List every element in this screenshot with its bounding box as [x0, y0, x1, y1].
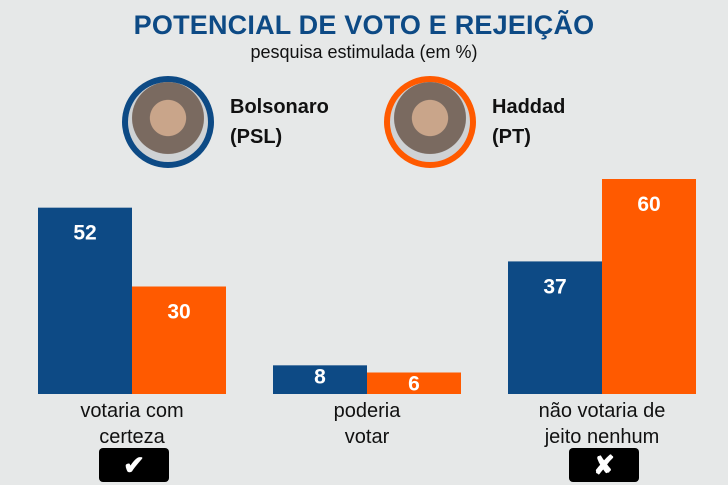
category-label: não votaria de jeito nenhum: [538, 400, 666, 448]
haddad-avatar: [384, 76, 476, 168]
bolsonaro-avatar: [122, 76, 214, 168]
bar-haddad: [132, 286, 226, 394]
bar-bolsonaro: [508, 261, 602, 394]
data-label: 52: [73, 222, 96, 245]
data-label: 37: [543, 275, 566, 298]
chart-subtitle: pesquisa estimulada (em %): [250, 42, 478, 62]
category-label: votaria com certeza: [80, 400, 184, 448]
legend-party: (PSL): [230, 126, 283, 148]
legend-bolsonaro: Bolsonaro (PSL): [122, 76, 329, 168]
bar-bolsonaro: [38, 207, 132, 394]
check-icon: ✔: [99, 448, 169, 482]
bar-haddad: [602, 179, 696, 394]
bar-bolsonaro: [273, 365, 367, 394]
category-label: poderia votar: [333, 400, 401, 448]
chart-title: POTENCIAL DE VOTO E REJEIÇÃO: [133, 10, 595, 40]
legend-haddad: Haddad (PT): [384, 76, 565, 168]
data-label: 6: [408, 373, 420, 396]
data-label: 8: [314, 365, 326, 388]
legend-label: Bolsonaro: [230, 96, 329, 118]
cross-icon: ✘: [569, 448, 639, 482]
data-label: 30: [167, 301, 190, 324]
legend-label: Haddad: [492, 96, 566, 118]
legend-party: (PT): [492, 126, 531, 148]
data-label: 60: [637, 193, 660, 216]
bar-haddad: [367, 372, 461, 394]
